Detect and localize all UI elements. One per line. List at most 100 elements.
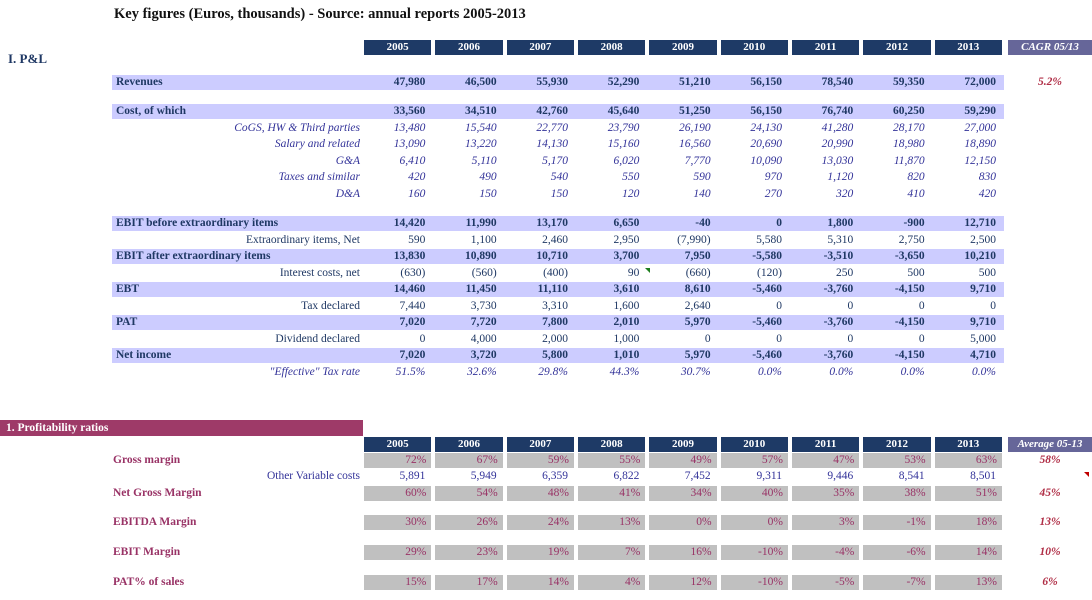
row-label-cell[interactable]: Gross margin: [113, 453, 181, 466]
value-cell[interactable]: 11,450: [465, 283, 497, 296]
value-cell[interactable]: 490: [479, 171, 497, 184]
value-cell[interactable]: 120: [622, 187, 640, 200]
row-label-cell[interactable]: Net Gross Margin: [113, 486, 202, 499]
value-cell[interactable]: (630): [400, 266, 426, 279]
value-cell[interactable]: 55%: [577, 452, 646, 468]
year-header-cell[interactable]: 2012: [863, 437, 931, 452]
value-cell[interactable]: 32.6%: [466, 365, 497, 378]
value-cell[interactable]: 54%: [435, 485, 503, 501]
value-cell[interactable]: 0: [704, 332, 711, 345]
value-cell[interactable]: 5,970: [684, 349, 711, 362]
value-cell[interactable]: 270: [764, 187, 782, 200]
value-cell[interactable]: 78,540: [821, 75, 854, 88]
value-cell[interactable]: 0: [419, 332, 426, 345]
value-cell[interactable]: 72%: [364, 452, 432, 468]
value-cell[interactable]: 7%: [577, 544, 646, 560]
value-cell[interactable]: 150: [479, 187, 497, 200]
value-cell[interactable]: 0.0%: [829, 365, 854, 378]
value-cell[interactable]: 29.8%: [538, 365, 568, 378]
value-cell[interactable]: 7,950: [684, 250, 711, 263]
value-cell[interactable]: 500: [978, 266, 996, 279]
value-cell[interactable]: 18,890: [964, 138, 996, 151]
summary-header-cell[interactable]: Average 05-13: [1008, 437, 1092, 452]
year-header-cell[interactable]: 2005: [364, 40, 432, 55]
value-cell[interactable]: 5,970: [684, 316, 711, 329]
year-header-cell[interactable]: 2009: [649, 437, 717, 452]
value-cell[interactable]: -3,760: [823, 349, 854, 362]
value-cell[interactable]: 410: [907, 187, 925, 200]
value-cell[interactable]: 0: [918, 299, 925, 312]
year-header-cell[interactable]: 2008: [577, 40, 646, 55]
value-cell[interactable]: 13%: [934, 574, 1002, 590]
row-label-cell[interactable]: Interest costs, net: [279, 266, 360, 279]
value-cell[interactable]: 26,190: [679, 121, 711, 134]
value-cell[interactable]: -4,150: [894, 283, 925, 296]
value-cell[interactable]: 13,220: [465, 138, 497, 151]
row-label-cell[interactable]: PAT% of sales: [113, 575, 185, 588]
value-cell[interactable]: 2,950: [613, 233, 640, 246]
value-cell[interactable]: 63%: [934, 452, 1002, 468]
row-label-cell[interactable]: Cost, of which: [116, 105, 186, 118]
value-cell[interactable]: 0: [776, 332, 782, 345]
value-cell[interactable]: 14,460: [393, 283, 426, 296]
value-cell[interactable]: 1,800: [827, 217, 854, 230]
value-cell[interactable]: -5,460: [752, 283, 782, 296]
value-cell[interactable]: 20,990: [821, 138, 854, 151]
value-cell[interactable]: 27,000: [964, 121, 996, 134]
value-cell[interactable]: 40%: [720, 485, 788, 501]
row-label-cell[interactable]: EBIT after extraordinary items: [116, 250, 271, 263]
year-header-cell[interactable]: 2008: [577, 437, 646, 452]
value-cell[interactable]: 56,150: [750, 105, 782, 118]
value-cell[interactable]: 51%: [934, 485, 1002, 501]
year-header-cell[interactable]: 2013: [934, 40, 1002, 55]
value-cell[interactable]: 0: [918, 332, 925, 345]
value-cell[interactable]: 41,280: [821, 121, 854, 134]
value-cell[interactable]: 1,000: [613, 332, 640, 345]
value-cell[interactable]: 0: [990, 299, 996, 312]
value-cell[interactable]: 0%: [720, 515, 788, 531]
value-cell[interactable]: 19%: [506, 544, 574, 560]
row-label-cell[interactable]: EBIT Margin: [113, 545, 181, 558]
value-cell[interactable]: 10,090: [750, 154, 782, 167]
value-cell[interactable]: 0: [776, 217, 782, 230]
value-cell[interactable]: 2,500: [970, 233, 996, 246]
value-cell[interactable]: 8,541: [898, 470, 925, 482]
value-cell[interactable]: 13,090: [393, 138, 426, 151]
year-header-cell[interactable]: 2011: [791, 437, 860, 452]
value-cell[interactable]: 15,540: [465, 121, 497, 134]
summary-value-cell[interactable]: 58%: [1039, 453, 1061, 466]
value-cell[interactable]: 4,710: [970, 349, 996, 362]
value-cell[interactable]: 13%: [577, 515, 646, 531]
value-cell[interactable]: -1%: [863, 515, 931, 531]
value-cell[interactable]: 6,410: [399, 154, 426, 167]
value-cell[interactable]: -10%: [720, 544, 788, 560]
value-cell[interactable]: 5,000: [970, 332, 996, 345]
value-cell[interactable]: 23%: [435, 544, 503, 560]
value-cell[interactable]: 35%: [791, 485, 860, 501]
value-cell[interactable]: 16%: [649, 544, 717, 560]
value-cell[interactable]: 53%: [863, 452, 931, 468]
value-cell[interactable]: 45,640: [607, 105, 640, 118]
value-cell[interactable]: 150: [550, 187, 568, 200]
value-cell[interactable]: 9,710: [970, 316, 996, 329]
value-cell[interactable]: 3,730: [470, 299, 497, 312]
year-header-cell[interactable]: 2010: [720, 437, 788, 452]
value-cell[interactable]: 140: [693, 187, 711, 200]
value-cell[interactable]: 29%: [364, 544, 432, 560]
value-cell[interactable]: 1,600: [613, 299, 640, 312]
value-cell[interactable]: 420: [978, 187, 996, 200]
value-cell[interactable]: 3,310: [542, 299, 568, 312]
value-cell[interactable]: 500: [907, 266, 925, 279]
value-cell[interactable]: 47%: [791, 452, 860, 468]
value-cell[interactable]: 41%: [577, 485, 646, 501]
row-label-cell[interactable]: Tax declared: [301, 299, 360, 312]
value-cell[interactable]: 59,290: [964, 105, 996, 118]
value-cell[interactable]: 830: [978, 171, 996, 184]
value-cell[interactable]: 6,020: [613, 154, 640, 167]
value-cell[interactable]: 550: [622, 171, 640, 184]
year-header-cell[interactable]: 2007: [506, 40, 574, 55]
value-cell[interactable]: 15,160: [607, 138, 640, 151]
value-cell[interactable]: 540: [550, 171, 568, 184]
value-cell[interactable]: -4,150: [894, 316, 925, 329]
value-cell[interactable]: 59%: [506, 452, 574, 468]
